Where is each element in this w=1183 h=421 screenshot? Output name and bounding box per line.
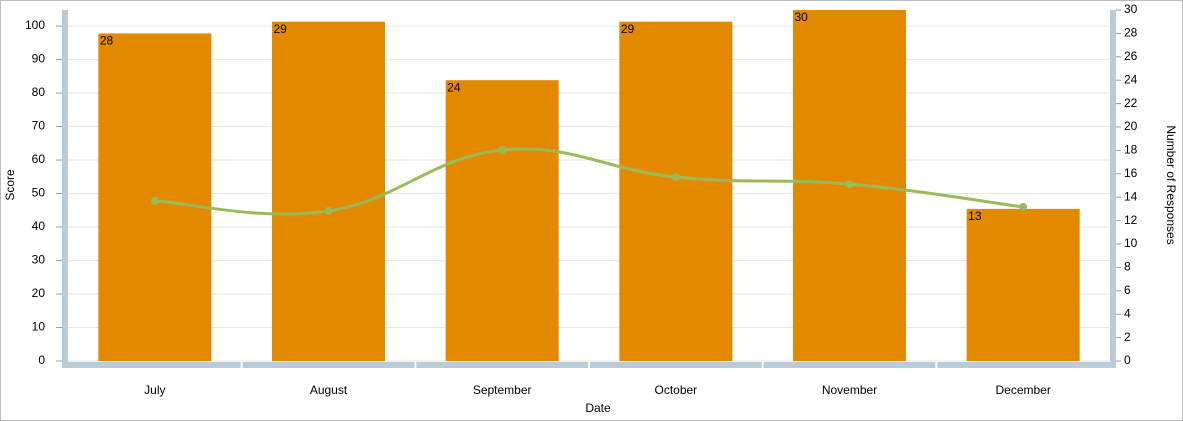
bar — [619, 21, 733, 361]
y2-tick-label: 22 — [1124, 96, 1138, 110]
y2-tick-label: 0 — [1124, 353, 1131, 367]
line-point — [150, 196, 159, 205]
bar-value-label: 30 — [795, 10, 809, 24]
line-point — [1019, 202, 1028, 211]
y2-tick-label: 24 — [1124, 72, 1138, 86]
y2-tick-label: 20 — [1124, 119, 1138, 133]
bar — [445, 80, 559, 361]
line-point — [498, 145, 507, 154]
y-tick-label: 30 — [32, 253, 46, 267]
y2-tick-label: 26 — [1124, 49, 1138, 63]
bar-value-label: 28 — [100, 34, 114, 48]
y-tick-label: 20 — [32, 286, 46, 300]
x-tick-label: December — [995, 383, 1050, 397]
bar-value-label: 13 — [968, 209, 982, 223]
y-tick-label: 100 — [25, 18, 45, 32]
x-tick-label: November — [822, 383, 877, 397]
x-tick-label: October — [654, 383, 697, 397]
y2-tick-label: 12 — [1124, 213, 1138, 227]
y2-tick-label: 30 — [1124, 2, 1138, 16]
line-point — [845, 180, 854, 189]
y2-tick-label: 16 — [1124, 166, 1138, 180]
bar — [272, 21, 385, 361]
y2-tick-label: 4 — [1124, 306, 1131, 320]
x-axis-label: Date — [585, 401, 611, 415]
y2-tick-label: 2 — [1124, 330, 1131, 344]
y2-tick-label: 6 — [1124, 283, 1131, 297]
bar-value-label: 29 — [274, 22, 288, 36]
x-tick-label: July — [144, 383, 165, 397]
x-tick-label: August — [310, 383, 348, 397]
y2-tick-label: 28 — [1124, 26, 1138, 40]
y2-axis — [1110, 10, 1116, 368]
line-point — [324, 206, 333, 215]
y-tick-label: 60 — [32, 152, 46, 166]
y-tick-label: 50 — [32, 186, 46, 200]
bar — [966, 208, 1080, 361]
y-axis — [62, 10, 68, 368]
y2-tick-label: 10 — [1124, 236, 1138, 250]
y2-tick-label: 18 — [1124, 143, 1138, 157]
bar-value-label: 24 — [447, 80, 461, 94]
line — [154, 147, 1024, 216]
bar-value-label: 29 — [621, 22, 635, 36]
y-tick-label: 0 — [38, 353, 45, 367]
y2-axis-label: Number of Responses — [1164, 125, 1178, 244]
y2-tick-label: 14 — [1124, 189, 1138, 203]
y-tick-label: 40 — [32, 219, 46, 233]
y-axis-label: Score — [3, 169, 17, 201]
y2-tick-label: 8 — [1124, 260, 1131, 274]
y-tick-label: 80 — [32, 85, 46, 99]
y-tick-label: 90 — [32, 52, 46, 66]
line-point — [671, 173, 680, 182]
x-tick-label: September — [473, 383, 532, 397]
y-tick-label: 70 — [32, 119, 46, 133]
y-tick-label: 10 — [32, 320, 46, 334]
